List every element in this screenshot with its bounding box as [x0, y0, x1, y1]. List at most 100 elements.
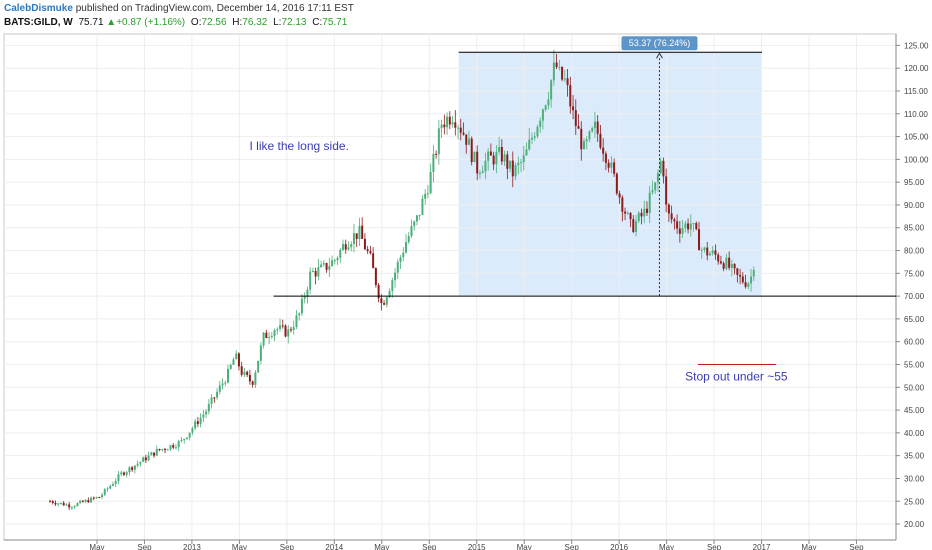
candle-body	[525, 149, 528, 156]
y-tick-label: 35.00	[904, 452, 925, 461]
candle-body	[687, 223, 690, 230]
candle-body	[572, 106, 575, 111]
candle-body	[676, 221, 679, 229]
candle-body	[473, 151, 476, 163]
candle-body	[465, 134, 468, 145]
candle-body	[558, 67, 561, 69]
candle-body	[656, 173, 659, 183]
y-tick-label: 50.00	[904, 383, 925, 392]
measure-label: 53.37 (76.24%)	[629, 38, 691, 48]
candle-body	[706, 247, 709, 256]
candle-body	[613, 162, 616, 174]
candle-body	[583, 141, 585, 150]
candle-body	[328, 266, 331, 270]
high-value: 76.32	[242, 17, 268, 28]
candle-body	[164, 449, 167, 451]
candle-body	[350, 244, 353, 248]
candle-body	[443, 124, 446, 128]
candle-body	[240, 366, 243, 375]
candle-body	[448, 116, 451, 125]
candle-body	[547, 99, 550, 106]
candle-body	[421, 198, 424, 215]
candle-body	[81, 500, 84, 502]
candle-body	[667, 204, 670, 214]
candle-body	[454, 122, 457, 128]
candle-body	[103, 489, 106, 495]
author-name[interactable]: CalebDismuke	[4, 3, 73, 14]
candle-body	[322, 263, 325, 265]
candle-body	[585, 139, 588, 142]
candle-body	[213, 397, 216, 399]
candle-body	[478, 173, 481, 175]
candle-body	[111, 484, 114, 486]
candle-body	[229, 364, 232, 369]
y-tick-label: 60.00	[904, 338, 925, 347]
candle-body	[418, 214, 421, 216]
x-tick-label: 2017	[753, 543, 771, 550]
x-tick-label: May	[517, 543, 532, 550]
high-label: H:	[232, 17, 243, 28]
y-tick-label: 105.00	[904, 133, 929, 142]
y-tick-label: 20.00	[904, 520, 925, 529]
candle-body	[114, 480, 117, 485]
candle-body	[155, 448, 158, 456]
candle-body	[563, 78, 566, 80]
candle-body	[191, 428, 194, 433]
candle-body	[279, 325, 282, 329]
candle-body	[361, 225, 364, 239]
x-tick-label: Sep	[280, 543, 295, 550]
candle-body	[142, 457, 145, 462]
candle-body	[347, 247, 350, 250]
candles	[49, 49, 755, 510]
candle-body	[717, 254, 720, 262]
candle-body	[566, 78, 569, 86]
candle-body	[92, 497, 95, 499]
candle-body	[65, 504, 68, 506]
candle-body	[522, 155, 525, 163]
x-tick-label: 2013	[183, 543, 201, 550]
candle-body	[645, 208, 648, 214]
candle-body	[462, 132, 465, 135]
candle-body	[618, 193, 621, 198]
y-tick-label: 45.00	[904, 406, 925, 415]
symbol-label[interactable]: BATS:GILD, W	[4, 17, 73, 28]
candle-body	[569, 85, 572, 107]
candle-body	[429, 171, 432, 194]
candle-body	[700, 249, 703, 251]
candle-body	[708, 253, 711, 256]
candle-body	[662, 160, 665, 177]
annotation-stop-out: Stop out under ~55	[685, 369, 788, 383]
candle-body	[303, 296, 306, 299]
candle-body	[125, 472, 128, 475]
candle-body	[136, 463, 139, 466]
candle-body	[648, 192, 651, 214]
candle-body	[216, 391, 219, 398]
candle-body	[257, 360, 260, 373]
candle-body	[624, 211, 627, 214]
candle-body	[722, 263, 725, 269]
candle-body	[750, 276, 753, 284]
candle-body	[207, 403, 210, 412]
publish-line: CalebDismuke published on TradingView.co…	[4, 2, 924, 16]
candle-body	[517, 162, 520, 166]
candle-body	[153, 452, 156, 456]
candle-body	[536, 126, 539, 137]
price-chart[interactable]: 20.00 25.00 30.00 35.00 40.00 45.00 50.00 55.00…	[0, 32, 932, 550]
y-tick-label: 125.00	[904, 41, 929, 50]
x-tick-label: 2016	[610, 543, 628, 550]
candle-body	[736, 268, 739, 276]
candle-body	[174, 447, 177, 449]
candle-body	[95, 497, 98, 499]
candle-body	[317, 267, 320, 277]
candle-body	[711, 250, 714, 254]
candle-body	[210, 397, 213, 404]
candle-body	[251, 381, 254, 385]
candle-body	[487, 151, 490, 161]
y-tick-label: 120.00	[904, 64, 929, 73]
candle-body	[728, 257, 731, 268]
candle-body	[629, 212, 632, 220]
x-tick-label: 2015	[468, 543, 486, 550]
candle-body	[188, 432, 191, 438]
candle-body	[635, 221, 638, 233]
candle-body	[596, 121, 599, 134]
